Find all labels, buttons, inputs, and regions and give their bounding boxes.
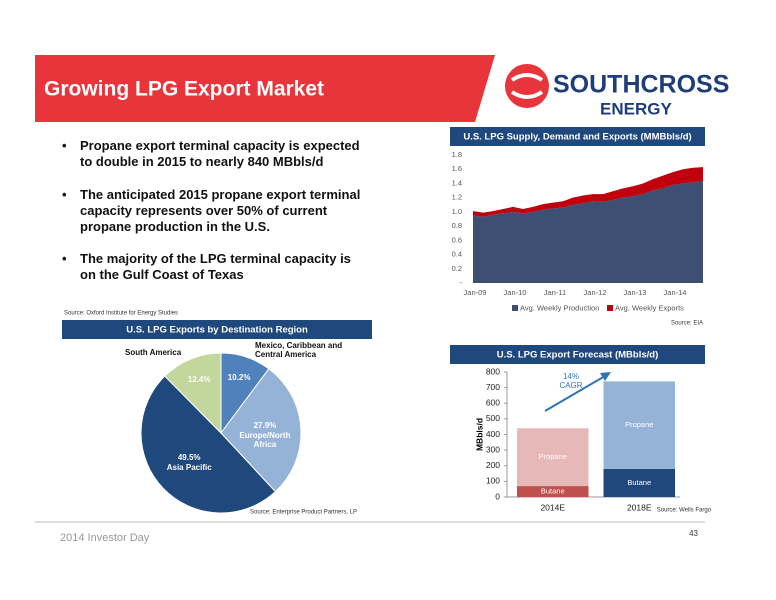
logo-text: ENERGY	[600, 99, 672, 118]
cagr-arrow	[544, 375, 606, 412]
y-tick-label: 800	[486, 366, 500, 376]
legend-swatch	[512, 305, 518, 311]
x-tick-label: Jan-10	[504, 288, 527, 297]
x-tick-label: 2014E	[540, 502, 565, 512]
y-tick-label: 1.2	[452, 193, 462, 202]
chart-title-bar	[62, 320, 372, 339]
logo-swoosh	[510, 73, 544, 99]
slice-name-label: Mexico, Caribbean and Central America	[255, 341, 343, 359]
logo-text: SOUTHCROSS	[553, 71, 729, 99]
slice-value-label: 27.9%	[253, 420, 277, 430]
y-tick-label: 300	[486, 444, 500, 454]
x-tick-label: Jan-13	[624, 288, 647, 297]
x-tick-label: Jan-14	[664, 288, 687, 297]
bullet-text: The anticipated 2015 propane export term…	[80, 187, 361, 234]
x-tick-label: 2018E	[627, 502, 652, 512]
y-tick-label: 0.2	[452, 264, 462, 273]
y-tick-label: 1.6	[452, 164, 462, 173]
y-tick-label: 200	[486, 460, 500, 470]
x-tick-label: Jan-11	[544, 288, 566, 297]
header-band	[35, 55, 495, 122]
segment-label: Propane	[625, 420, 653, 429]
bar-segment	[603, 468, 675, 497]
pie-slice	[220, 368, 302, 493]
chart-source: Source: Enterprise Product Partners, LP	[250, 510, 357, 516]
chart-title: U.S. LPG Supply, Demand and Exports (MMB…	[463, 132, 691, 143]
slice-value-label: 10.2%	[227, 373, 251, 383]
x-tick-label: Jan-09	[464, 288, 487, 297]
y-tick-label: 0.6	[452, 235, 462, 244]
bar-segment	[517, 486, 589, 497]
segment-label: Propane	[539, 452, 567, 461]
footer-left: 2014 Investor Day	[60, 532, 150, 544]
bullet-text: Propane export terminal capacity is expe…	[80, 138, 360, 169]
pie-slice	[164, 352, 222, 435]
bullet: • Propane export terminal capacity is exp…	[62, 138, 367, 170]
page-number: 43	[689, 529, 698, 538]
chart-title-bar	[450, 345, 705, 364]
slice-name-label: Europe/North Africa	[239, 430, 291, 449]
y-tick-label: 1.4	[452, 178, 462, 187]
y-tick-label: 500	[486, 413, 500, 423]
chart-source: Source: Wells Fargo	[657, 508, 712, 514]
bullet-dot: •	[62, 187, 67, 202]
segment-label: Butane	[541, 487, 565, 496]
header-title: Growing LPG Export Market	[44, 78, 324, 101]
slice-value-label: 49.5%	[177, 453, 201, 463]
y-tick-label: 700	[486, 382, 500, 392]
chart-title: U.S. LPG Export Forecast (MBbls/d)	[497, 350, 659, 361]
chart-source: Source: EIA	[671, 321, 703, 327]
annotation: 14%	[563, 372, 579, 381]
y-tick-label: 1.0	[452, 207, 462, 216]
bullet-dot: •	[62, 138, 67, 153]
slice-value-label: 12.4%	[187, 374, 211, 384]
y-tick-label: -	[460, 278, 463, 287]
bullet: • The anticipated 2015 propane export ter…	[62, 187, 367, 235]
x-tick-label: Jan-12	[584, 288, 607, 297]
y-tick-label: 0.8	[452, 221, 462, 230]
slice-name-label: Asia Pacific	[166, 463, 212, 473]
cagr-arrowhead	[600, 372, 611, 381]
source-note: Source: Oxford Institute for Energy Stud…	[64, 311, 178, 317]
y-tick-label: 100	[486, 476, 500, 486]
area	[473, 181, 703, 283]
y-axis-label: MBbls/d	[474, 418, 484, 451]
annotation: CAGR	[559, 381, 582, 390]
bar-segment	[517, 428, 589, 487]
y-tick-label: 1.8	[452, 150, 462, 159]
legend-swatch	[607, 305, 613, 311]
bullet-dot: •	[62, 251, 67, 266]
y-tick-label: 400	[486, 429, 500, 439]
slice-name-label: South America	[125, 348, 182, 357]
chart-title-bar	[450, 127, 705, 146]
legend-label: Avg. Weekly Exports	[615, 303, 684, 312]
bar-segment	[603, 381, 675, 469]
bullet: • The majority of the LPG terminal capaci…	[62, 251, 367, 283]
y-tick-label: 0	[495, 491, 500, 501]
segment-label: Butane	[627, 478, 651, 487]
y-tick-label: 600	[486, 398, 500, 408]
legend-label: Avg. Weekly Production	[520, 303, 599, 312]
pie-slice	[140, 375, 277, 514]
y-tick-label: 0.4	[452, 250, 462, 259]
bullet-text: The majority of the LPG terminal capacit…	[80, 251, 351, 282]
chart-title: U.S. LPG Exports by Destination Region	[126, 325, 308, 336]
area	[473, 167, 703, 217]
logo-mark	[505, 64, 549, 108]
logo: SOUTHCROSS ENERGY	[505, 64, 729, 118]
